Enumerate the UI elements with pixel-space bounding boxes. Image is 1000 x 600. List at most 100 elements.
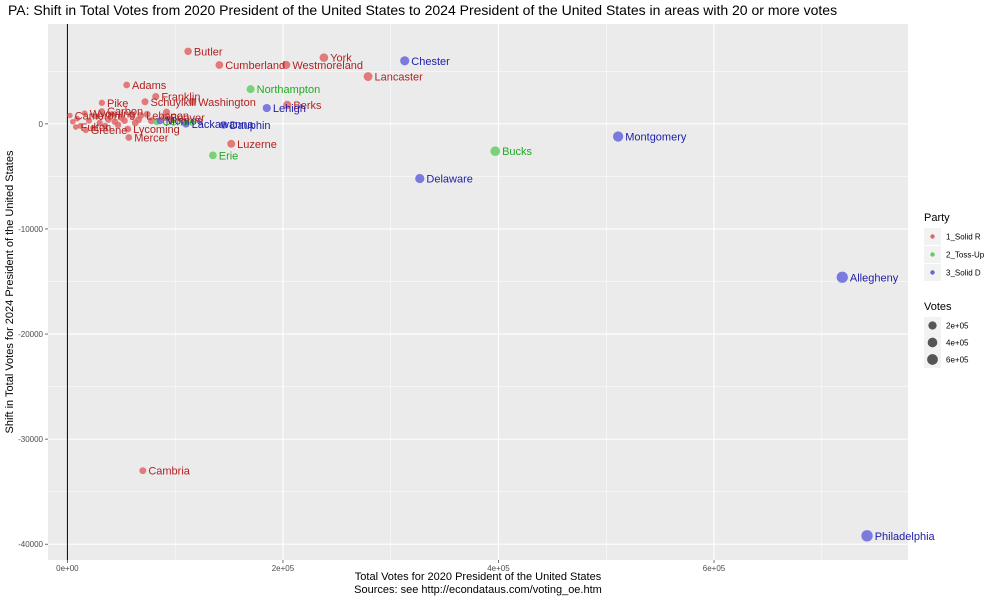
data-point <box>283 100 292 110</box>
point-label: Cumberland <box>225 60 285 72</box>
point-label: Mercer <box>134 133 169 145</box>
y-tick-label: -30000 <box>18 435 43 444</box>
x-axis-ticks: 0e+00 2e+05 4e+05 6e+05 <box>56 560 726 573</box>
legend-size-key <box>927 354 938 365</box>
point-label: Schuylkill <box>150 97 196 109</box>
point-label: Montgomery <box>625 131 687 143</box>
data-point <box>147 117 155 125</box>
gridlines <box>48 24 908 560</box>
point-label: Adams <box>132 80 167 92</box>
point-label: Washington <box>198 97 256 109</box>
data-point <box>219 120 228 129</box>
point-label: Philadelphia <box>875 531 936 543</box>
y-axis-title: Shift in Total Votes for 2024 President … <box>4 150 16 433</box>
data-point <box>861 530 873 542</box>
data-point <box>101 122 109 130</box>
data-point <box>184 47 192 56</box>
data-point <box>400 56 410 66</box>
y-tick-label: -40000 <box>18 540 43 549</box>
data-point <box>363 72 373 82</box>
data-point <box>143 110 151 118</box>
x-tick-label: 2e+05 <box>272 564 295 573</box>
point-label: Dauphin <box>230 120 271 132</box>
point-label: Lackawanna <box>192 119 255 131</box>
point-label: Wyoming <box>90 108 136 120</box>
data-point <box>188 98 197 106</box>
data-point <box>215 61 224 69</box>
point-label: Bucks <box>502 146 532 158</box>
point-label: Butler <box>194 46 223 58</box>
data-point <box>612 131 624 142</box>
data-point <box>262 103 271 113</box>
point-label: Allegheny <box>850 272 899 284</box>
data-point <box>124 125 132 133</box>
legend-votes-title: Votes <box>924 301 952 313</box>
data-point <box>82 127 89 134</box>
x-tick-label: 0e+00 <box>56 564 79 573</box>
point-label: Pike <box>107 98 128 110</box>
y-axis-ticks: -40000 -30000 -20000 -10000 0 <box>18 120 48 549</box>
legend-label: 1_Solid R <box>946 233 981 242</box>
data-point <box>182 120 190 128</box>
data-point <box>105 116 112 123</box>
legend-label: 2e+05 <box>946 322 969 331</box>
data-point <box>70 118 76 125</box>
data-point <box>167 115 175 124</box>
x-tick-label: 6e+05 <box>703 564 726 573</box>
x-tick-label: 4e+05 <box>487 564 510 573</box>
point-label: Carbon <box>107 106 143 118</box>
point-label: Lycoming <box>133 124 180 136</box>
point-label: Berks <box>293 100 322 112</box>
legend-label: 6e+05 <box>946 356 969 365</box>
legend-label: 3_Solid D <box>946 269 981 278</box>
legend-party-title: Party <box>924 212 950 224</box>
x-axis-title: Total Votes for 2020 President of the Un… <box>355 571 602 583</box>
point-label: Lancaster <box>375 72 424 84</box>
point-label: Cameron <box>75 110 120 122</box>
point-label: Fulton <box>81 122 112 134</box>
data-point <box>227 139 236 148</box>
data-point <box>90 124 97 132</box>
data-point <box>81 110 88 117</box>
legend-key-T <box>930 252 935 257</box>
data-point <box>139 467 147 475</box>
point-label: Cambria <box>148 466 190 478</box>
data-point <box>98 99 106 106</box>
point-label: Westmoreland <box>292 60 363 72</box>
data-point <box>74 115 80 122</box>
legend-size-key <box>928 321 937 330</box>
chart-caption: Sources: see http://econdataus.com/votin… <box>354 584 602 596</box>
data-point <box>108 111 115 118</box>
data-point <box>98 108 106 115</box>
point-label: Delaware <box>426 173 472 185</box>
data-point <box>72 124 79 130</box>
legend-label: 4e+05 <box>946 339 969 348</box>
y-tick-label: 0 <box>39 120 44 129</box>
chart-title: PA: Shift in Total Votes from 2020 Presi… <box>8 2 837 18</box>
data-point <box>67 112 73 119</box>
data-points <box>67 47 873 542</box>
legend-key-D <box>930 270 935 275</box>
data-point <box>114 121 122 129</box>
data-point <box>121 117 128 125</box>
point-label: Erie <box>219 150 239 162</box>
point-label: Lebanon <box>146 110 189 122</box>
data-point <box>141 98 149 106</box>
point-label: Greene <box>91 125 128 137</box>
data-point <box>128 112 136 119</box>
point-label: Beaver <box>170 113 205 125</box>
point-label: Luzerne <box>237 139 277 151</box>
legend-party: Party 1_Solid R 2_Toss-Up 3_Solid D <box>924 212 985 281</box>
data-point <box>319 53 329 62</box>
plot-panel <box>48 24 908 560</box>
y-tick-label: -10000 <box>18 225 43 234</box>
point-label: Lehigh <box>273 103 306 115</box>
point-label: York <box>330 53 352 65</box>
data-point <box>85 117 92 124</box>
data-point <box>137 111 145 119</box>
y-tick-label: -20000 <box>18 330 43 339</box>
data-point <box>836 271 848 283</box>
legend-size-key <box>927 337 938 348</box>
data-point <box>246 85 255 94</box>
